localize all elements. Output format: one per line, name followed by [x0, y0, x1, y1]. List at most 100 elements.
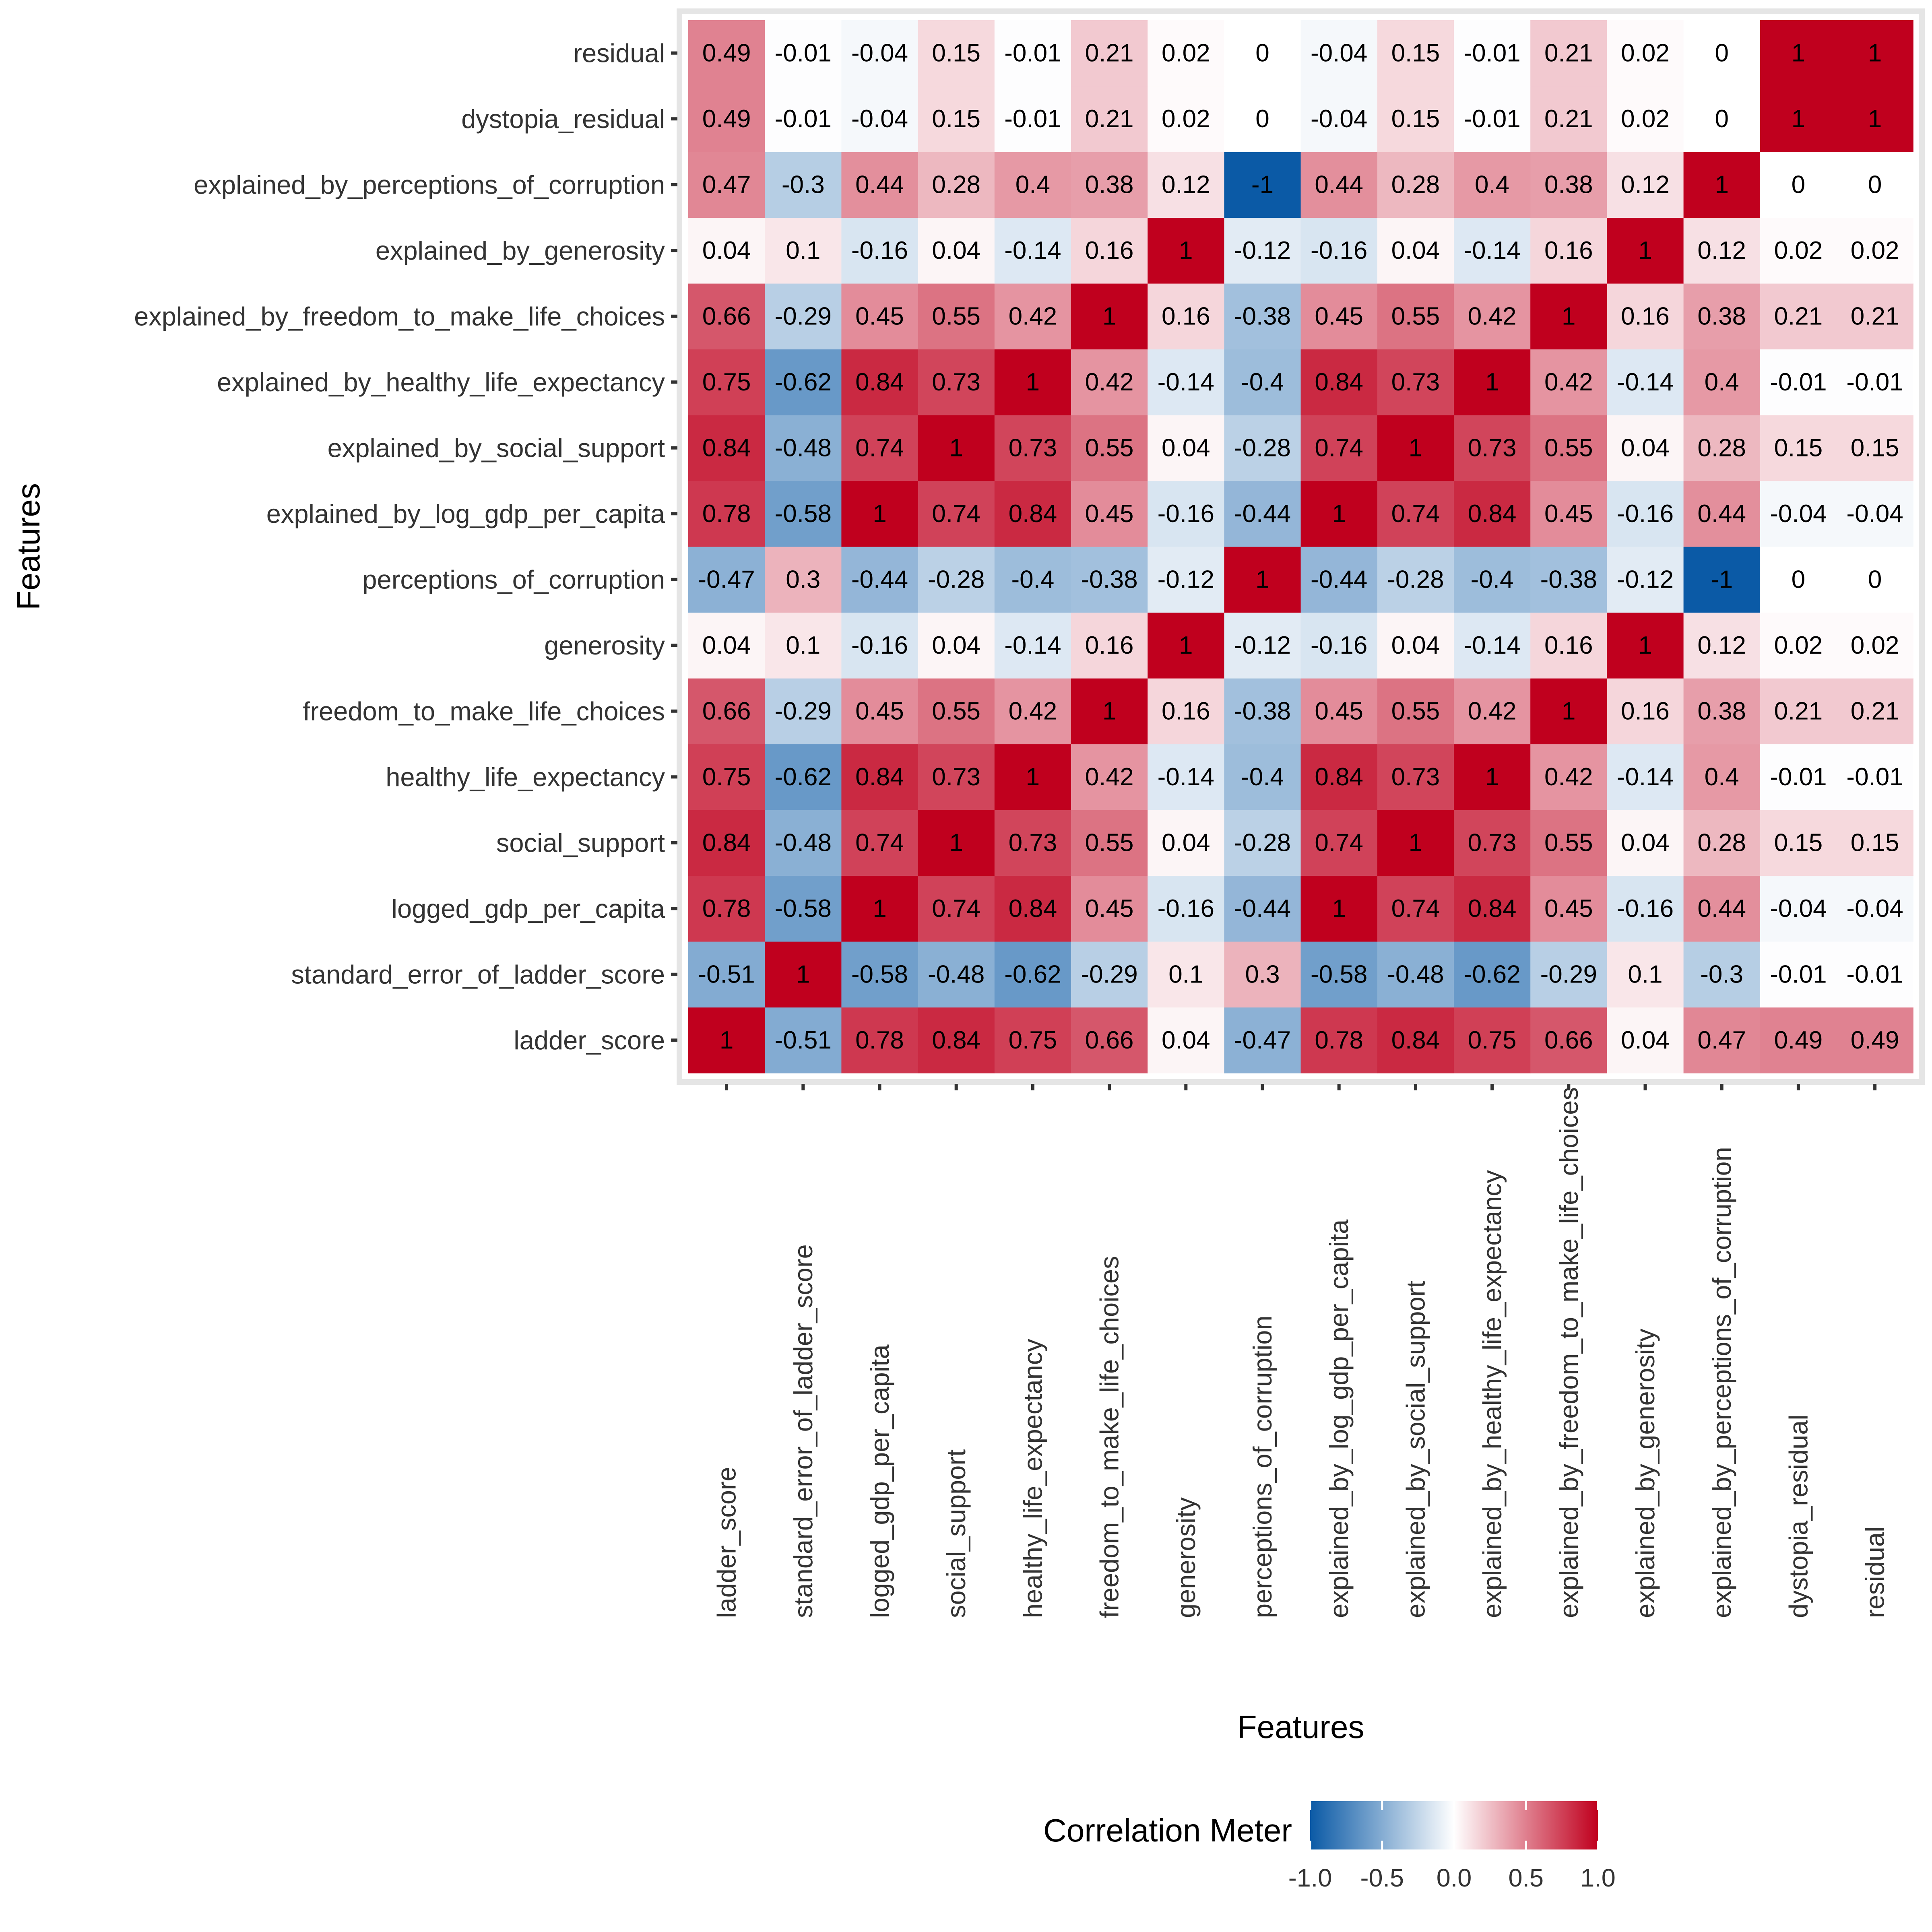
x-tick-label: freedom_to_make_life_choices [1095, 1256, 1124, 1618]
heatmap-cell [765, 547, 842, 613]
heatmap-cell [765, 86, 842, 152]
cell-value-label: 1 [873, 500, 886, 528]
y-tick-label: standard_error_of_ladder_score [291, 960, 665, 989]
heatmap-cell [765, 744, 842, 810]
heatmap-cell [841, 20, 919, 87]
heatmap-cell [1377, 744, 1454, 810]
cell-value-label: 0.21 [1774, 697, 1823, 725]
heatmap-cell [1530, 744, 1607, 810]
heatmap-cell [1683, 20, 1761, 87]
cell-value-label: -0.01 [1004, 39, 1061, 67]
cell-value-label: -0.12 [1234, 632, 1291, 659]
cell-value-label: 0.45 [855, 697, 904, 725]
heatmap-cell [1300, 547, 1378, 613]
cell-value-label: 0.73 [932, 763, 980, 791]
cell-value-label: 0.75 [1468, 1026, 1517, 1054]
cell-value-label: -0.58 [775, 895, 832, 923]
cell-value-label: 1 [1715, 171, 1728, 198]
heatmap-cell [994, 20, 1071, 87]
cell-value-label: 0.15 [1391, 39, 1440, 67]
heatmap-cell [1377, 152, 1454, 218]
cell-value-label: 0.04 [932, 237, 980, 264]
cell-value-label: 0.1 [786, 237, 820, 264]
heatmap-cell [1683, 941, 1761, 1008]
cell-value-label: 0.44 [1697, 895, 1746, 923]
heatmap-cell [1377, 875, 1454, 942]
cell-value-label: 1 [873, 895, 886, 923]
cell-value-label: 0.73 [1391, 368, 1440, 396]
y-tick-label: freedom_to_make_life_choices [303, 696, 665, 726]
cell-value-label: 0.15 [1851, 434, 1899, 462]
cell-value-label: 0.74 [1391, 895, 1440, 923]
heatmap-cell [1071, 678, 1148, 745]
x-tick-label: dystopia_residual [1783, 1414, 1813, 1618]
heatmap-cell [1071, 349, 1148, 415]
cell-value-label: 0.21 [1085, 105, 1134, 133]
heatmap-cell [1837, 875, 1913, 942]
cell-value-label: 0.02 [1621, 39, 1670, 67]
cell-value-label: 0 [1715, 39, 1728, 67]
cell-value-label: 0.44 [855, 171, 904, 198]
cell-value-label: 0.73 [1391, 763, 1440, 791]
cell-value-label: -0.01 [1846, 368, 1903, 396]
heatmap-cell [918, 86, 995, 152]
heatmap-cell [1760, 86, 1837, 152]
cell-value-label: 0.73 [1009, 434, 1057, 462]
heatmap-cell [1300, 875, 1378, 942]
cell-value-label: -0.04 [851, 105, 908, 133]
heatmap-cell [1837, 349, 1913, 415]
cell-value-label: 0.02 [1162, 105, 1210, 133]
cell-value-label: 0.84 [932, 1026, 980, 1054]
cell-value-label: 0.12 [1162, 171, 1210, 198]
cell-value-label: 0.84 [1468, 500, 1517, 528]
cell-value-label: -0.4 [1011, 566, 1054, 593]
heatmap-cell [1071, 217, 1148, 284]
cell-value-label: -0.12 [1617, 566, 1674, 593]
cell-value-label: 0.04 [1621, 1026, 1670, 1054]
x-tick-label: explained_by_healthy_life_expectancy [1478, 1170, 1507, 1618]
heatmap-cell [994, 1007, 1071, 1073]
heatmap-cell [688, 152, 765, 218]
heatmap-cell [1224, 810, 1301, 876]
heatmap-cell [1760, 349, 1837, 415]
heatmap-cell [765, 810, 842, 876]
heatmap-cell [994, 875, 1071, 942]
heatmap-cell [1607, 1007, 1684, 1073]
heatmap-cell [841, 744, 919, 810]
cell-value-label: -0.38 [1081, 566, 1137, 593]
cell-value-label: 0.21 [1544, 105, 1593, 133]
x-tick-label: generosity [1171, 1497, 1201, 1618]
heatmap-cell [1377, 547, 1454, 613]
heatmap-cell [1683, 810, 1761, 876]
heatmap-cell [1683, 678, 1761, 745]
heatmap-cell [1377, 941, 1454, 1008]
heatmap-cell [688, 415, 765, 481]
heatmap-cell [1607, 744, 1684, 810]
y-tick-label: ladder_score [514, 1026, 665, 1055]
heatmap-cell [1607, 217, 1684, 284]
heatmap-cell [1837, 415, 1913, 481]
heatmap-cell [1148, 810, 1224, 876]
heatmap-cell [1224, 283, 1301, 350]
cell-value-label: 0.55 [1391, 697, 1440, 725]
heatmap-cell [1071, 744, 1148, 810]
cell-value-label: 0.74 [855, 829, 904, 857]
heatmap-cell [1300, 20, 1378, 87]
cell-value-label: 0.42 [1544, 368, 1593, 396]
cell-value-label: 0.15 [1391, 105, 1440, 133]
cell-value-label: -0.14 [1158, 368, 1214, 396]
heatmap-cell [1148, 283, 1224, 350]
cell-value-label: 0.1 [1628, 960, 1662, 988]
cell-value-label: 0.15 [932, 105, 980, 133]
heatmap-cell [1300, 941, 1378, 1008]
x-axis: ladder_score standard_error_of_ladder_sco… [712, 1084, 1890, 1618]
heatmap-cell [1530, 415, 1607, 481]
heatmap-cell [1300, 283, 1378, 350]
cell-value-label: 0.16 [1085, 632, 1134, 659]
heatmap-cell [1300, 810, 1378, 876]
cell-value-label: -0.4 [1241, 763, 1284, 791]
cell-value-label: 0.47 [1697, 1026, 1746, 1054]
cell-value-label: 1 [1485, 368, 1499, 396]
cell-value-label: -0.04 [1846, 895, 1903, 923]
heatmap-cell [1607, 810, 1684, 876]
